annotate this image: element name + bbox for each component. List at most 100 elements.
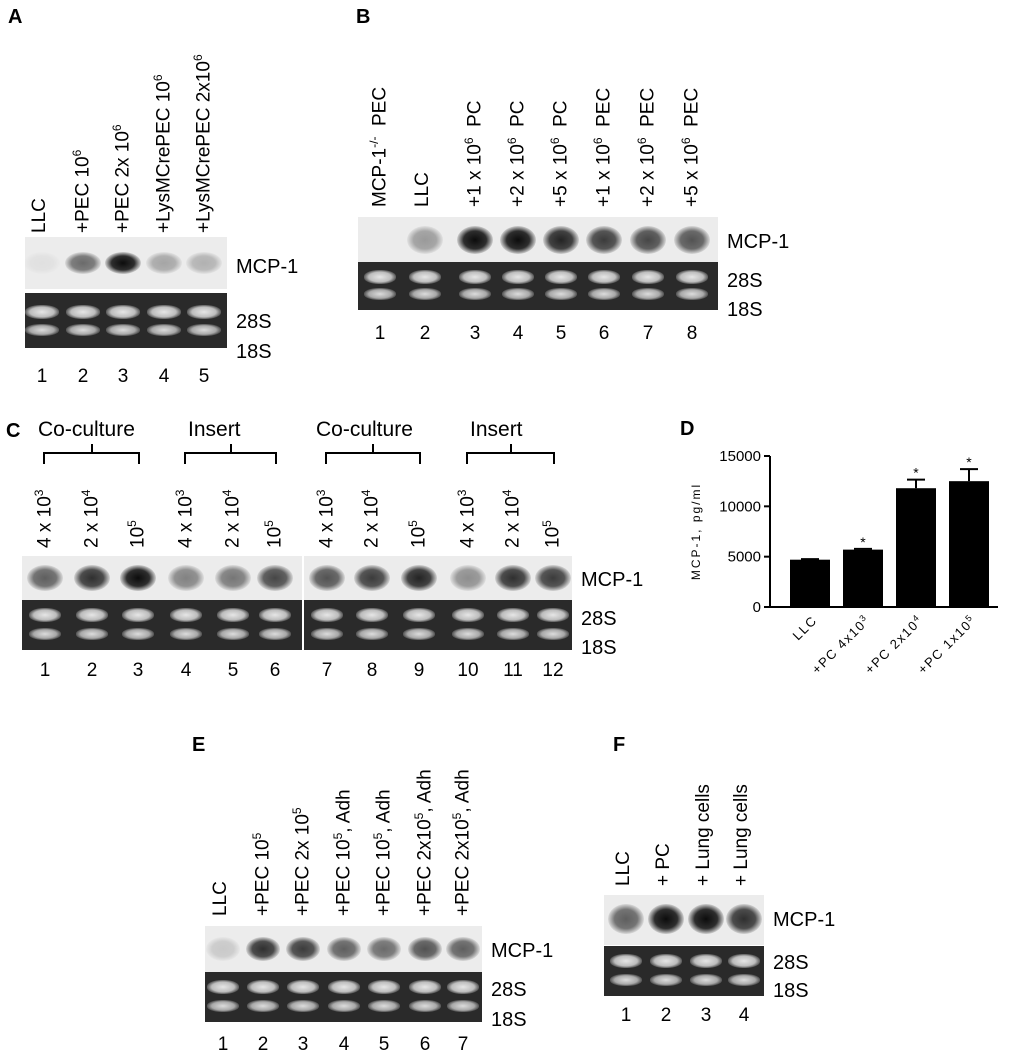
- lane-label-text: 4 x 10: [316, 496, 338, 548]
- lane-number: 8: [686, 323, 698, 344]
- mcp1-blot: [604, 895, 764, 945]
- 28s-band: [311, 608, 343, 622]
- 18s-band: [187, 324, 221, 336]
- 28s-band: [588, 270, 620, 284]
- bracket-center-tick: [509, 444, 512, 452]
- mcp1-band: [726, 904, 762, 934]
- lane-label-text: +PEC 10: [252, 839, 274, 916]
- 18s-band: [452, 628, 484, 640]
- lane-label-text: +5 x 10: [681, 144, 703, 207]
- group-bracket: [184, 452, 277, 464]
- group-label: Insert: [188, 418, 241, 441]
- lane-label-text: + PC: [653, 843, 674, 886]
- lane-number: 2: [257, 1034, 269, 1055]
- lane-label-sup: 6: [591, 137, 605, 145]
- 28s-band: [632, 270, 664, 284]
- group-label: Insert: [470, 418, 523, 441]
- lane-label-sup: 6: [151, 74, 165, 82]
- mcp1-band: [105, 252, 141, 274]
- lane-label: +1 x 106 PEC: [591, 87, 615, 207]
- x-tick-label: LLC: [789, 613, 820, 644]
- lane-label-sup: 3: [455, 489, 469, 497]
- lane-label: 2 x 104: [79, 489, 102, 548]
- mcp1-band: [309, 565, 345, 591]
- lane-label-sup: 6: [679, 137, 693, 145]
- lane-label: +PEC 2x105, Adh: [412, 769, 435, 916]
- lane-number: 3: [297, 1034, 309, 1055]
- panel-letter: B: [356, 6, 371, 28]
- lane-label-sup: 6: [505, 137, 519, 145]
- rrna-gel-left: [22, 600, 302, 650]
- lane-label-text: MCP-1: [369, 147, 391, 207]
- lane-label: +5 x 106 PC: [548, 101, 571, 208]
- mcp1-band: [535, 565, 571, 591]
- lane-label: 105: [406, 520, 429, 548]
- 28s-band: [170, 608, 202, 622]
- lane-number: 4: [338, 1034, 350, 1055]
- mcp1-blot-right: [304, 556, 572, 600]
- mcp1-band: [354, 565, 390, 591]
- mcp1-band: [586, 226, 622, 254]
- 18s-label: 18S: [727, 299, 763, 321]
- lane-label: 105: [262, 520, 285, 548]
- lane-number: 5: [198, 366, 210, 387]
- 18s-band: [122, 628, 154, 640]
- mcp1-label: MCP-1: [236, 256, 299, 278]
- lane-label: 4 x 103: [455, 489, 478, 548]
- 28s-band: [217, 608, 249, 622]
- 18s-band: [610, 974, 642, 986]
- lane-number: 5: [555, 323, 567, 344]
- lane-number: 3: [132, 660, 144, 681]
- 28s-band: [610, 954, 642, 968]
- 18s-band: [29, 628, 61, 640]
- lane-number: 7: [457, 1034, 469, 1055]
- y-tick-label: 5000: [728, 549, 761, 566]
- 28s-band: [452, 608, 484, 622]
- rrna-gel: [358, 262, 718, 310]
- lane-number: 11: [503, 660, 523, 681]
- mcp1-label: MCP-1: [773, 909, 836, 931]
- lane-label: +PEC 105: [250, 833, 274, 916]
- mcp1-band: [215, 565, 251, 591]
- 18s-label: 18S: [581, 637, 617, 659]
- lane-label: +PEC 106: [70, 150, 94, 233]
- mcp1-band: [206, 937, 240, 961]
- lane-label: +LysMCrePEC 2x106: [191, 54, 214, 233]
- lane-label-sup: 4: [79, 489, 93, 497]
- 18s-band: [459, 288, 491, 300]
- lane-number: 5: [378, 1034, 390, 1055]
- group-bracket: [325, 452, 421, 464]
- mcp1-label: MCP-1: [727, 231, 790, 253]
- mcp1-band: [362, 226, 398, 254]
- lane-label: 4 x 103: [173, 490, 196, 548]
- 28s-band: [650, 954, 682, 968]
- 28s-band: [29, 608, 61, 622]
- bar: [896, 488, 936, 607]
- lane-label: LLC: [613, 851, 634, 886]
- 28s-band: [287, 980, 319, 994]
- lane-label: 105: [125, 520, 148, 548]
- lane-label-text: +PEC 2x 10: [112, 131, 134, 233]
- lane-label-suffix: PC: [464, 100, 486, 138]
- 28s-band: [122, 608, 154, 622]
- mcp1-band: [327, 937, 361, 961]
- 18s-band: [403, 628, 435, 640]
- lane-number: 1: [217, 1034, 229, 1055]
- y-tick-label: 0: [753, 599, 761, 616]
- 18s-band: [690, 974, 722, 986]
- lane-label-text: +PEC 10: [72, 156, 94, 233]
- rrna-gel: [604, 946, 764, 996]
- lane-label-text: +PEC 2x 10: [292, 814, 314, 916]
- lane-label: 4 x 103: [32, 490, 55, 548]
- lane-label: 2 x 104: [220, 490, 243, 548]
- lane-label-sup: 5: [540, 520, 554, 527]
- mcp1-band: [286, 937, 320, 961]
- lane-label: LLC: [210, 881, 231, 916]
- 18s-band: [247, 1000, 279, 1012]
- lane-number: 1: [39, 660, 51, 681]
- mcp1-blot: [205, 926, 482, 972]
- group-bracket: [466, 452, 555, 464]
- significance-marker: *: [966, 454, 972, 470]
- mcp1-band: [407, 226, 443, 254]
- lane-label-suffix: PEC: [593, 87, 615, 138]
